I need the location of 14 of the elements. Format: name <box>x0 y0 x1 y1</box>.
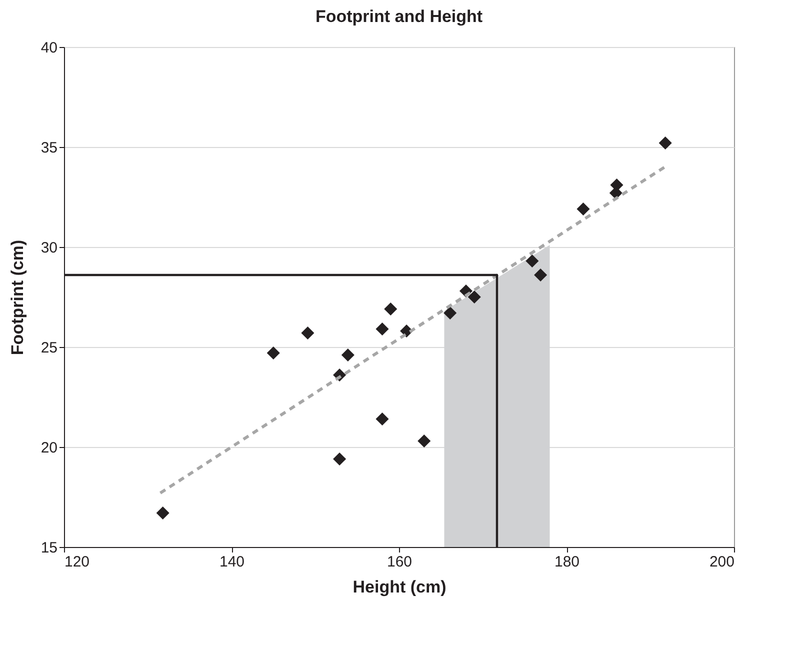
x-tick-label: 180 <box>554 554 580 570</box>
x-axis-title: Height (cm) <box>352 578 446 596</box>
y-tick-label: 15 <box>40 540 58 556</box>
x-tick-label: 200 <box>709 554 734 570</box>
y-tick-label: 40 <box>40 40 58 56</box>
x-tick-label: 140 <box>219 554 245 570</box>
y-tick-label: 35 <box>40 140 58 156</box>
y-tick-label: 25 <box>40 340 58 356</box>
y-axis-title: Footprint (cm) <box>8 240 27 356</box>
x-tick-label: 160 <box>386 554 412 570</box>
y-tick-label: 30 <box>40 240 58 256</box>
y-tick-label: 20 <box>40 440 58 456</box>
x-tick-label: 120 <box>64 554 90 570</box>
chart-title: Footprint and Height <box>315 7 483 26</box>
